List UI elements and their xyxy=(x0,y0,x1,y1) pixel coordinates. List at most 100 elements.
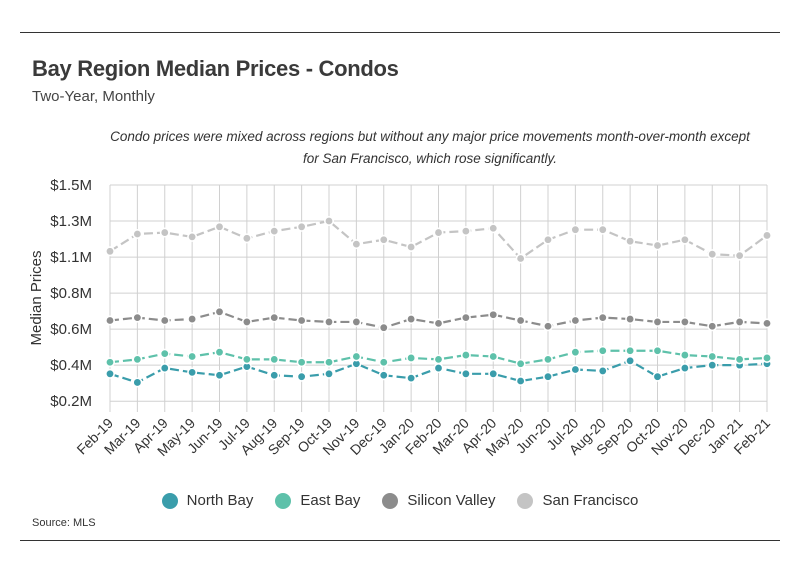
san-francisco-point xyxy=(515,253,526,264)
silicon-valley-point xyxy=(625,314,636,325)
east-bay-point xyxy=(515,358,526,369)
san-francisco-point xyxy=(488,223,499,234)
east-bay-point xyxy=(269,354,280,365)
north-bay-point xyxy=(433,363,444,374)
san-francisco-point xyxy=(707,249,718,260)
north-bay-point xyxy=(460,368,471,379)
north-bay-point xyxy=(570,364,581,375)
north-bay-point xyxy=(323,368,334,379)
east-bay-point xyxy=(679,350,690,361)
silicon-valley-point xyxy=(542,321,553,332)
x-axis: Feb-19Mar-19Apr-19May-19Jun-19Jul-19Aug-… xyxy=(73,415,773,459)
annotation-line-2: for San Francisco, which rose significan… xyxy=(302,151,558,166)
san-francisco-point xyxy=(652,240,663,251)
east-bay-point xyxy=(378,357,389,368)
silicon-valley-point xyxy=(105,315,116,326)
y-axis-label: Median Prices xyxy=(28,250,45,345)
east-bay-point xyxy=(542,354,553,365)
north-bay-point xyxy=(296,371,307,382)
legend-label: East Bay xyxy=(300,492,361,509)
san-francisco-point xyxy=(187,231,198,242)
silicon-valley-point xyxy=(187,314,198,325)
silicon-valley-point xyxy=(761,318,772,329)
y-tick-label: $1.5M xyxy=(50,177,92,194)
east-bay-point xyxy=(488,351,499,362)
silicon-valley-point xyxy=(159,315,170,326)
san-francisco-point xyxy=(734,250,745,261)
east-bay-point xyxy=(214,347,225,358)
y-tick-label: $0.2M xyxy=(50,393,92,410)
chart-title: Bay Region Median Prices - Condos xyxy=(32,56,399,81)
silicon-valley-point xyxy=(214,306,225,317)
san-francisco-point xyxy=(159,227,170,238)
legend-marker xyxy=(275,492,292,509)
bottom-rule xyxy=(20,540,780,541)
east-bay-point xyxy=(132,354,143,365)
annotation-line-1: Condo prices were mixed across regions b… xyxy=(110,129,750,144)
san-francisco-point xyxy=(542,234,553,245)
east-bay-point xyxy=(241,354,252,365)
y-tick-label: $1.3M xyxy=(50,213,92,230)
grid xyxy=(109,184,768,412)
north-bay-point xyxy=(214,370,225,381)
silicon-valley-point xyxy=(707,321,718,332)
legend-label: North Bay xyxy=(186,492,254,509)
silicon-valley-point xyxy=(132,312,143,323)
east-bay-point xyxy=(433,354,444,365)
silicon-valley-point xyxy=(460,312,471,323)
east-bay-point xyxy=(734,354,745,365)
legend-marker xyxy=(161,492,178,509)
legend-marker xyxy=(517,492,534,509)
east-bay-point xyxy=(652,345,663,356)
san-francisco-point xyxy=(625,236,636,247)
north-bay-point xyxy=(159,363,170,374)
silicon-valley-point xyxy=(351,316,362,327)
north-bay-point xyxy=(187,367,198,378)
east-bay-point xyxy=(761,352,772,363)
silicon-valley-point xyxy=(515,315,526,326)
san-francisco-point xyxy=(214,221,225,232)
north-bay-point xyxy=(679,363,690,374)
san-francisco-point xyxy=(378,234,389,245)
north-bay-point xyxy=(625,355,636,366)
san-francisco-point xyxy=(460,226,471,237)
silicon-valley-point xyxy=(378,322,389,333)
chart-subtitle: Two-Year, Monthly xyxy=(32,88,155,105)
east-bay-point xyxy=(707,351,718,362)
san-francisco-point xyxy=(132,229,143,240)
san-francisco-point xyxy=(323,216,334,227)
legend-item-san-francisco: San Francisco xyxy=(517,492,638,509)
silicon-valley-point xyxy=(406,314,417,325)
legend: North Bay East Bay Silicon Valley San Franc… xyxy=(0,492,800,509)
east-bay-point xyxy=(296,357,307,368)
san-francisco-point xyxy=(761,230,772,241)
chart-annotation: Condo prices were mixed across regions b… xyxy=(100,126,760,170)
san-francisco-point xyxy=(105,246,116,257)
east-bay-point xyxy=(570,347,581,358)
y-tick-label: $0.4M xyxy=(50,357,92,374)
source-note: Source: MLS xyxy=(32,517,96,529)
san-francisco-point xyxy=(269,226,280,237)
silicon-valley-point xyxy=(597,312,608,323)
north-bay-point xyxy=(406,373,417,384)
east-bay-point xyxy=(406,352,417,363)
north-bay-point xyxy=(707,360,718,371)
san-francisco-point xyxy=(597,224,608,235)
y-tick-label: $0.8M xyxy=(50,285,92,302)
y-tick-label: $1.1M xyxy=(50,249,92,266)
east-bay-point xyxy=(351,351,362,362)
north-bay-point xyxy=(515,376,526,387)
east-bay-point xyxy=(187,351,198,362)
legend-item-silicon-valley: Silicon Valley xyxy=(382,492,495,509)
silicon-valley-point xyxy=(269,312,280,323)
san-francisco-point xyxy=(570,224,581,235)
north-bay-point xyxy=(488,368,499,379)
silicon-valley-point xyxy=(323,316,334,327)
north-bay-point xyxy=(132,377,143,388)
y-axis: $0.2M $0.4M $0.6M $0.8M $1.1M $1.3M $1.5M xyxy=(50,177,92,410)
legend-marker xyxy=(382,492,399,509)
silicon-valley-point xyxy=(570,315,581,326)
east-bay-point xyxy=(105,357,116,368)
silicon-valley-point xyxy=(241,316,252,327)
